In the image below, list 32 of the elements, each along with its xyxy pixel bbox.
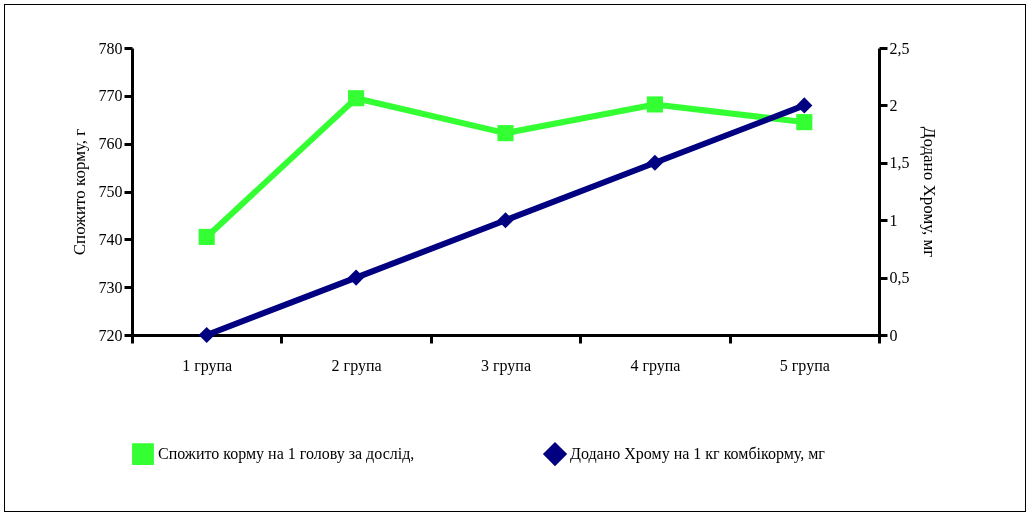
point (198, 326, 215, 344)
y-tick-label: 760 (98, 135, 123, 153)
y2-tick-label: 1,5 (889, 154, 910, 172)
point (198, 228, 215, 245)
point (796, 97, 813, 114)
y2-tick-label: 2,5 (889, 39, 910, 57)
y-axis-title: Спожито корму, г (69, 128, 89, 256)
y-tick-label: 730 (98, 278, 123, 296)
y-tick-label: 740 (98, 230, 123, 248)
y2-tick-label: 2 (889, 96, 898, 114)
point (348, 269, 365, 286)
x-tick-label: 2 група (331, 356, 382, 375)
point (646, 154, 663, 171)
legend-label: Додано Хрому на 1 кг комбікорму, мг (570, 445, 826, 464)
x-tick-label: 3 група (480, 356, 532, 375)
y2-tick-label: 0,5 (889, 269, 910, 287)
y2-tick-label: 0 (889, 326, 898, 344)
point (796, 114, 813, 131)
point (646, 96, 663, 113)
y-tick-label: 750 (98, 183, 123, 200)
x-tick-label: 5 група (779, 356, 830, 375)
y2-tick-label: 1 (889, 211, 898, 229)
y2-axis-title: Додано Хрому, мг (919, 126, 939, 258)
x-tick-label: 1 група (182, 356, 233, 375)
y-tick-label: 780 (98, 39, 123, 57)
y-tick-label: 720 (98, 326, 123, 344)
x-tick-label: 4 група (630, 356, 681, 375)
point (497, 125, 514, 142)
y-tick-label: 770 (98, 87, 123, 105)
point (348, 90, 365, 107)
legend-label: Спожито корму на 1 голову за дослід, (158, 445, 415, 464)
point (497, 212, 514, 229)
